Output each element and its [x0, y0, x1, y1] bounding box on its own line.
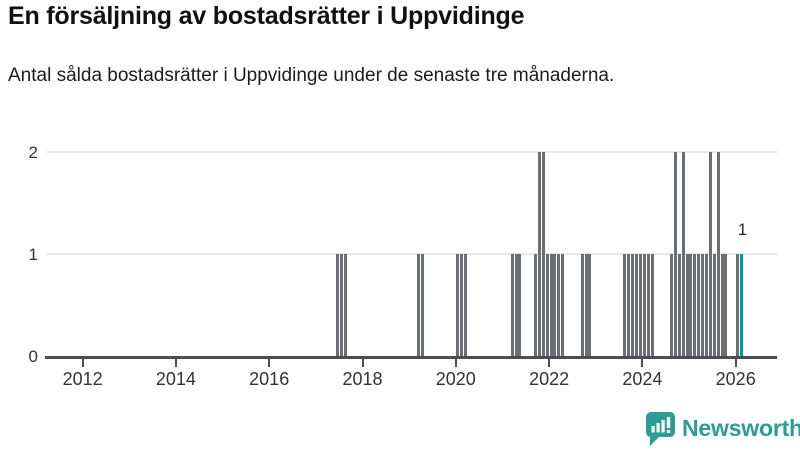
bar: [553, 254, 557, 356]
bar: [724, 254, 728, 356]
bar: [557, 254, 561, 356]
bar: [549, 254, 553, 356]
x-tick-mark: [81, 359, 84, 367]
bar: [417, 254, 421, 356]
bar: [670, 254, 674, 356]
x-tick-mark: [361, 359, 364, 367]
bar: [545, 254, 549, 356]
bar: [335, 254, 339, 356]
x-tick-mark: [454, 359, 457, 367]
bar: [588, 254, 592, 356]
x-tick-label: 2014: [155, 369, 196, 389]
bar: [421, 254, 425, 356]
x-tick-label: 2016: [249, 369, 290, 389]
x-tick-label: 2020: [435, 369, 476, 389]
bar: [736, 254, 740, 356]
bar: [677, 254, 681, 356]
bar: [720, 254, 724, 356]
x-tick-mark: [641, 359, 644, 367]
bar: [534, 254, 538, 356]
x-tick-label: 2022: [529, 369, 570, 389]
bar: [650, 254, 654, 356]
bar: [541, 152, 545, 356]
bar: [561, 254, 565, 356]
x-tick-mark: [548, 359, 551, 367]
newsworthy-wordmark: Newsworthy: [682, 415, 800, 441]
bar: [623, 254, 627, 356]
bar: [464, 254, 468, 356]
y-tick-label: 1: [28, 245, 38, 264]
x-tick-label: 2024: [622, 369, 663, 389]
x-tick-mark: [268, 359, 271, 367]
latest-value-label: 1: [737, 220, 748, 239]
bar: [584, 254, 588, 356]
x-tick-mark: [734, 359, 737, 367]
bar: [343, 254, 347, 356]
bar: [708, 152, 712, 356]
bar: [646, 254, 650, 356]
bar: [693, 254, 697, 356]
bar: [642, 254, 646, 356]
bar: [685, 254, 689, 356]
x-tick-label: 2018: [342, 369, 383, 389]
y-tick-label: 2: [28, 143, 38, 162]
x-axis-line: [45, 356, 777, 359]
bar: [339, 254, 343, 356]
bar: [638, 254, 642, 356]
gridline-y1: [47, 253, 777, 255]
bar: [716, 152, 720, 356]
bar: [537, 152, 541, 356]
bar: [673, 152, 677, 356]
bar: [712, 254, 716, 356]
bar: [697, 254, 701, 356]
bar-highlight-latest: [740, 254, 744, 356]
newsworthy-logo-icon: [645, 412, 675, 446]
gridline-y2: [47, 151, 777, 153]
bar: [635, 254, 639, 356]
x-tick-label: 2026: [715, 369, 756, 389]
bar: [514, 254, 518, 356]
chart-title: En försäljning av bostadsrätter i Uppvid…: [8, 2, 525, 30]
bar: [681, 152, 685, 356]
chart-subtitle: Antal sålda bostadsrätter i Uppvidinge u…: [8, 65, 615, 86]
x-tick-label: 2012: [62, 369, 103, 389]
bar: [627, 254, 631, 356]
bar: [456, 254, 460, 356]
bar: [631, 254, 635, 356]
bar: [701, 254, 705, 356]
bar: [510, 254, 514, 356]
bar: [689, 254, 693, 356]
y-tick-label: 0: [28, 347, 38, 366]
x-tick-mark: [174, 359, 177, 367]
bar: [460, 254, 464, 356]
bar: [580, 254, 584, 356]
bar: [518, 254, 522, 356]
newsworthy-brand-link[interactable]: Newsworthy: [645, 411, 800, 449]
plot-area: 0 1 2 2012 2014 2016 2018 2020 2022 2024 2026 1: [28, 143, 777, 389]
bar: [705, 254, 709, 356]
